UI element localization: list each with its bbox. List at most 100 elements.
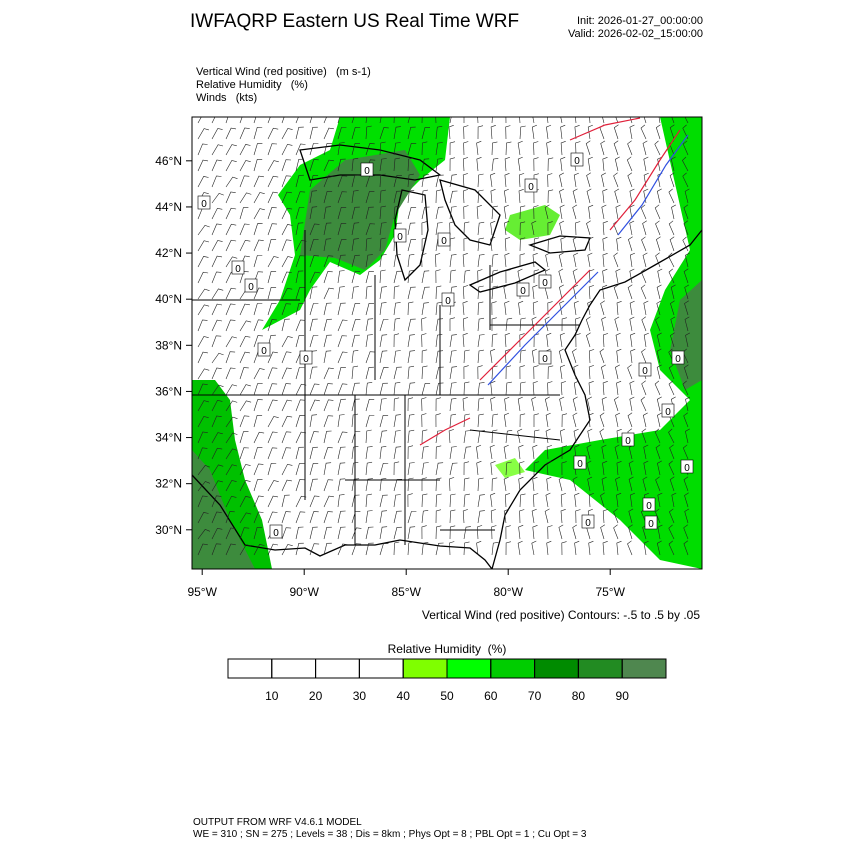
wind-barb (197, 481, 211, 492)
wind-barb (267, 175, 279, 188)
wind-barb (655, 444, 661, 460)
wind-barb (239, 239, 251, 252)
wind-barb (449, 462, 458, 476)
wind-barb (281, 463, 293, 476)
wind-barb (656, 332, 662, 348)
wind-barb (545, 252, 551, 268)
wind-barb (211, 527, 223, 540)
lat-tick-label: 34°N (155, 431, 182, 445)
wind-barb (323, 255, 334, 268)
wind-barb (393, 190, 402, 204)
wind-barb (449, 317, 455, 331)
humidity-area (192, 380, 272, 569)
wind-barb (379, 382, 388, 396)
wind-barb (225, 480, 237, 492)
wind-barb (351, 543, 362, 556)
wind-barb (561, 461, 567, 476)
wind-barb (435, 301, 443, 316)
wind-barb (586, 460, 592, 476)
wind-barb (533, 365, 539, 380)
colorbar-box (577, 658, 623, 679)
wind-barb (295, 415, 305, 428)
wind-barb (546, 540, 552, 556)
wind-barb (225, 239, 237, 252)
wind-barb (531, 396, 537, 412)
wind-barb (197, 495, 208, 508)
wind-barb (309, 414, 318, 428)
wind-barb (197, 224, 210, 236)
wind-barb (657, 268, 663, 284)
wind-barb (518, 300, 524, 316)
wind-barb (253, 431, 265, 444)
wind-barb (365, 493, 372, 508)
wind-barb (239, 117, 243, 124)
wind-barb (379, 189, 386, 204)
wind-barb (491, 477, 498, 492)
wind-barb (575, 317, 581, 332)
wind-barb (477, 510, 485, 524)
wind-barb (449, 174, 457, 188)
wind-barb (281, 143, 293, 156)
wind-barb (337, 223, 347, 236)
wind-barb (407, 239, 417, 252)
wind-barb (407, 207, 417, 220)
wind-barb (547, 189, 554, 204)
wind-barb (225, 400, 238, 412)
wind-barb (602, 268, 608, 284)
wind-barb (531, 124, 538, 140)
wind-barb (421, 429, 428, 444)
valid-time: Valid: 2026-02-02_15:00:00 (568, 28, 703, 40)
wind-barb (351, 286, 359, 300)
wind-barb (309, 190, 318, 204)
wind-barb (668, 252, 675, 268)
wind-barb (323, 367, 334, 380)
contour-label: 0 (625, 436, 631, 447)
wind-barb (393, 117, 395, 124)
wind-barb (601, 172, 607, 188)
wind-barb (309, 478, 318, 492)
wind-barb (588, 285, 594, 300)
wind-barb (477, 477, 484, 492)
wind-barb (463, 269, 471, 284)
wind-barb (491, 141, 498, 156)
contour-label: 0 (261, 346, 267, 357)
humidity-area (495, 458, 525, 478)
wind-barb (491, 525, 497, 540)
contour-label: 0 (364, 166, 370, 177)
wind-barb (546, 461, 552, 476)
wind-barb (421, 349, 428, 364)
wind-barb (669, 124, 675, 140)
wind-barb (572, 524, 578, 540)
wind-barb (239, 544, 251, 556)
wind-barb (519, 381, 526, 396)
wind-barb (309, 366, 318, 380)
wind-barb (211, 511, 222, 524)
wind-barb (491, 429, 498, 444)
wind-barb (421, 270, 430, 284)
wind-barb (435, 269, 441, 284)
wind-barb (533, 429, 540, 444)
wind-barb (490, 509, 496, 524)
wind-barb (323, 334, 332, 348)
wind-barb (490, 189, 496, 204)
wind-barb (518, 444, 524, 460)
wind-barb (267, 271, 277, 284)
wind-barb (337, 158, 346, 172)
wind-barb (505, 365, 512, 380)
wind-barb (253, 239, 264, 252)
wind-barb (668, 380, 675, 396)
wind-barb (463, 221, 470, 236)
wind-barb (253, 117, 257, 124)
wind-barb (379, 173, 386, 188)
wind-barb (337, 478, 346, 492)
wind-barb (658, 117, 661, 124)
wind-barb (532, 381, 538, 396)
wind-barb (253, 383, 263, 396)
wind-barb (613, 284, 619, 300)
wind-barb (365, 478, 373, 492)
wind-barb (407, 445, 414, 460)
wind-barb (323, 399, 334, 412)
wind-barb (197, 351, 208, 364)
wind-barb (225, 416, 238, 428)
wind-barb (253, 223, 263, 236)
